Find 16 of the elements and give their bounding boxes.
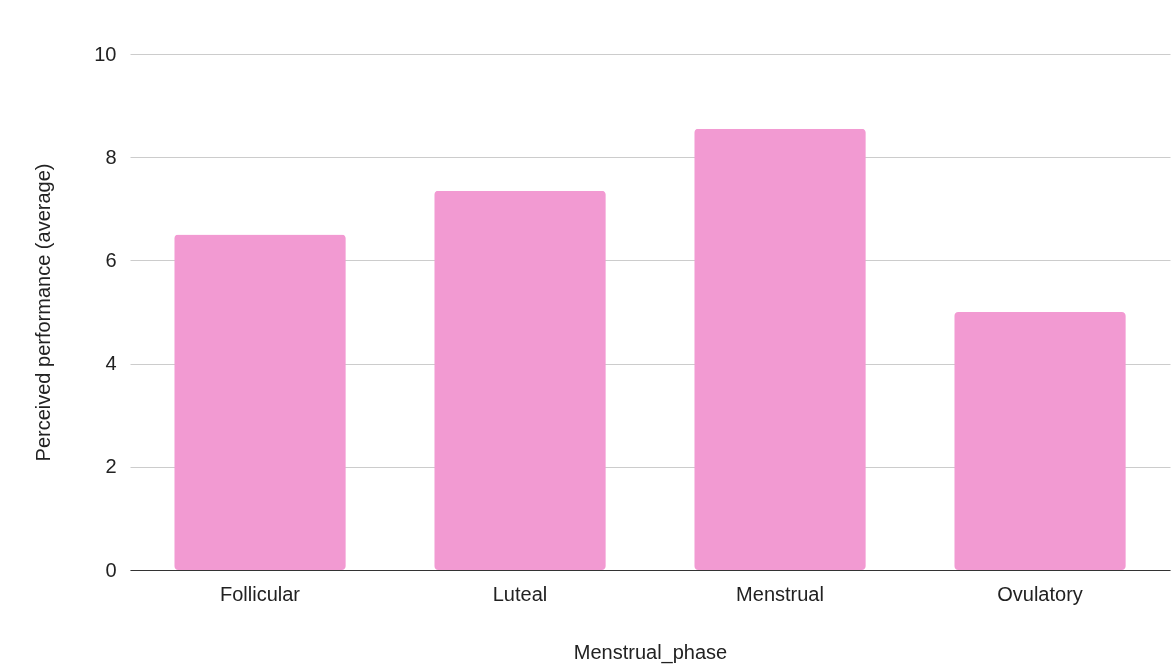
y-tick-label: 2 [105,455,117,478]
y-axis-title: Perceived performance (average) [32,163,55,462]
bar [174,234,346,570]
x-tick-label: Menstrual [736,582,824,605]
x-tick-label: Luteal [492,582,548,605]
bar [954,312,1126,570]
bar [694,128,866,570]
x-tick-label: Ovulatory [997,582,1083,605]
y-tick-label: 6 [105,248,117,271]
y-tick-label: 4 [105,352,117,375]
x-axis-title: Menstrual_phase [573,640,728,664]
y-tick-label: 10 [94,42,117,65]
bar [434,190,606,570]
x-tick-label: Follicular [219,582,301,605]
y-tick-label: 0 [105,558,117,581]
y-tick-label: 8 [105,145,117,168]
